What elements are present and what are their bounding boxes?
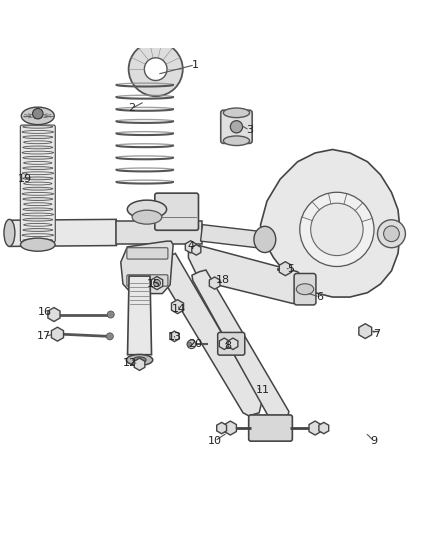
Ellipse shape: [22, 172, 53, 175]
Circle shape: [32, 108, 43, 119]
Circle shape: [153, 280, 160, 287]
Ellipse shape: [126, 354, 153, 366]
Circle shape: [145, 58, 167, 80]
Ellipse shape: [23, 125, 53, 128]
Ellipse shape: [22, 131, 53, 133]
Text: 3: 3: [246, 125, 253, 135]
Ellipse shape: [23, 198, 53, 200]
Text: 7: 7: [373, 329, 380, 339]
Polygon shape: [117, 221, 201, 244]
Text: 11: 11: [256, 385, 270, 394]
Circle shape: [311, 203, 363, 256]
Ellipse shape: [22, 234, 53, 237]
Ellipse shape: [133, 357, 146, 363]
Ellipse shape: [223, 108, 250, 118]
Ellipse shape: [254, 227, 276, 253]
Ellipse shape: [24, 161, 52, 164]
Text: 15: 15: [146, 279, 160, 289]
Ellipse shape: [24, 203, 52, 206]
Polygon shape: [261, 149, 400, 297]
Text: 14: 14: [172, 304, 186, 314]
Ellipse shape: [23, 208, 53, 211]
Text: 17: 17: [37, 332, 51, 341]
Text: 6: 6: [316, 292, 323, 302]
Text: 9: 9: [371, 436, 378, 446]
Ellipse shape: [127, 200, 166, 219]
Text: 16: 16: [37, 308, 51, 317]
Ellipse shape: [223, 136, 250, 146]
Text: 8: 8: [224, 341, 231, 351]
Ellipse shape: [23, 177, 53, 180]
FancyBboxPatch shape: [249, 415, 292, 441]
FancyBboxPatch shape: [127, 248, 168, 259]
Polygon shape: [9, 220, 117, 246]
Ellipse shape: [24, 141, 52, 144]
Circle shape: [107, 311, 114, 318]
Text: 5: 5: [287, 264, 294, 273]
Ellipse shape: [23, 218, 53, 221]
Text: 20: 20: [188, 339, 202, 349]
Circle shape: [187, 342, 191, 346]
Circle shape: [129, 42, 183, 96]
Ellipse shape: [23, 187, 53, 190]
Circle shape: [187, 340, 196, 349]
FancyBboxPatch shape: [20, 125, 55, 242]
Circle shape: [106, 333, 113, 340]
Ellipse shape: [22, 192, 53, 195]
Circle shape: [378, 220, 406, 248]
FancyBboxPatch shape: [155, 193, 198, 230]
Text: 19: 19: [18, 174, 32, 184]
Polygon shape: [127, 276, 152, 354]
Ellipse shape: [296, 284, 314, 295]
Ellipse shape: [4, 220, 15, 246]
Ellipse shape: [24, 223, 52, 226]
FancyBboxPatch shape: [221, 110, 252, 143]
Ellipse shape: [23, 136, 53, 139]
Ellipse shape: [132, 210, 162, 224]
Circle shape: [384, 226, 399, 241]
Ellipse shape: [23, 229, 53, 231]
Ellipse shape: [22, 151, 53, 154]
Ellipse shape: [23, 167, 53, 169]
Text: 12: 12: [123, 358, 137, 368]
Text: 13: 13: [167, 332, 181, 342]
Ellipse shape: [23, 156, 53, 159]
Text: 1: 1: [191, 60, 198, 70]
Ellipse shape: [250, 421, 291, 435]
Text: 10: 10: [208, 436, 222, 446]
Text: 4: 4: [187, 240, 194, 251]
FancyBboxPatch shape: [127, 275, 168, 286]
FancyBboxPatch shape: [218, 333, 245, 355]
Polygon shape: [121, 241, 173, 294]
Circle shape: [230, 120, 243, 133]
Polygon shape: [201, 224, 266, 248]
Ellipse shape: [23, 239, 53, 242]
Text: 18: 18: [216, 276, 230, 286]
Ellipse shape: [21, 238, 55, 251]
Ellipse shape: [22, 213, 53, 216]
FancyBboxPatch shape: [294, 273, 316, 305]
Ellipse shape: [21, 107, 54, 125]
Polygon shape: [155, 253, 262, 416]
Ellipse shape: [24, 182, 52, 185]
Polygon shape: [188, 246, 306, 304]
Text: 2: 2: [128, 103, 135, 114]
Ellipse shape: [23, 146, 53, 149]
Circle shape: [300, 192, 374, 266]
Polygon shape: [192, 270, 289, 425]
